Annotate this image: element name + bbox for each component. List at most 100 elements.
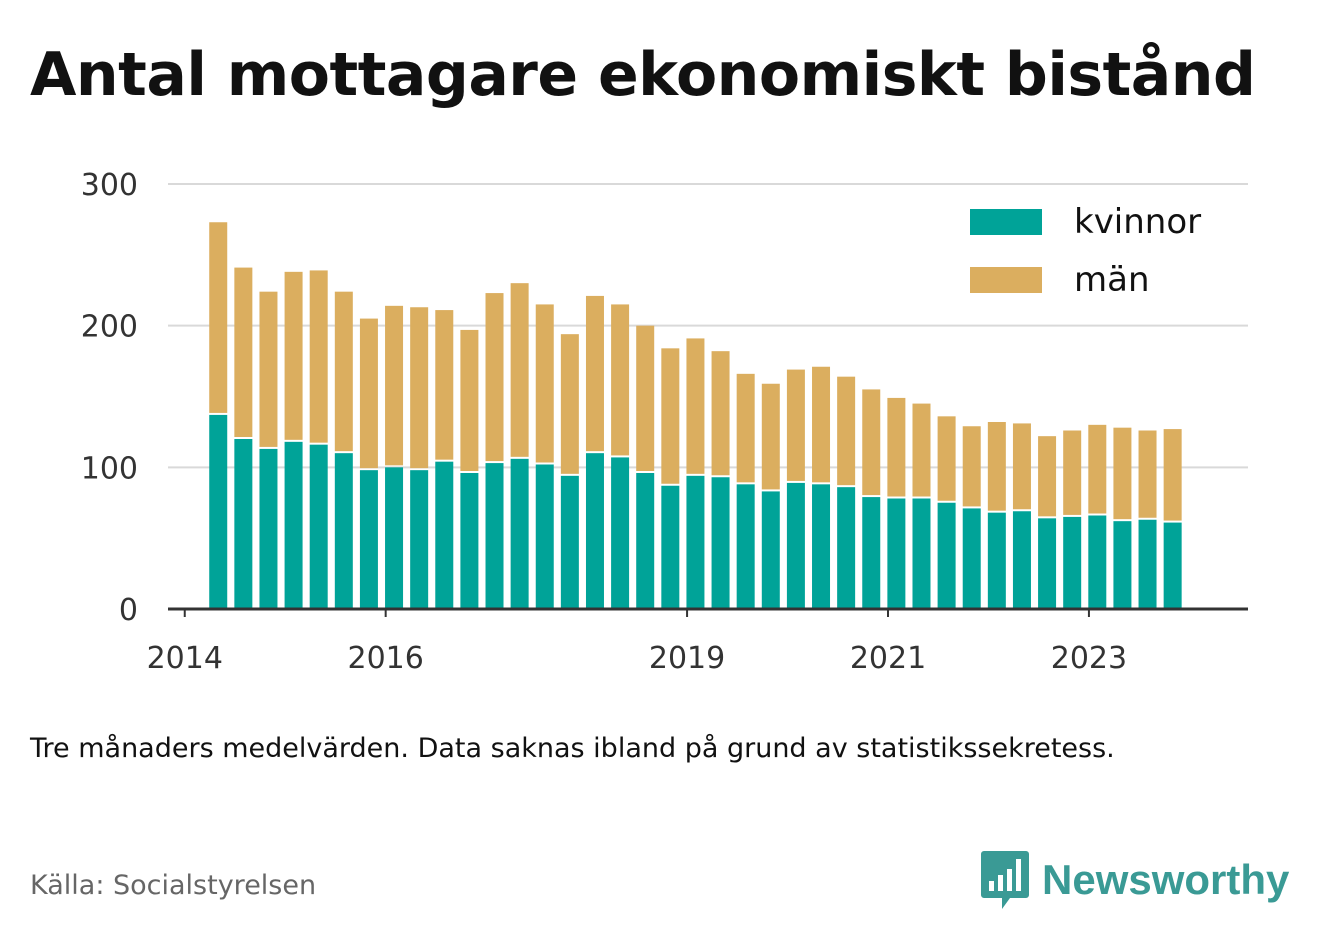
newsworthy-logo-icon — [981, 851, 1029, 909]
bar-kvinnor — [410, 470, 429, 609]
axes: 0 100 200 300 2014 2016 2019 2021 2023 — [81, 168, 1248, 676]
bar-man — [862, 389, 881, 496]
bar-man — [1012, 423, 1031, 510]
legend-swatch-man — [970, 267, 1042, 293]
bar-man — [812, 366, 831, 483]
bar-kvinnor — [485, 463, 504, 609]
bar-kvinnor — [987, 512, 1006, 609]
bar-kvinnor — [1012, 511, 1031, 609]
x-tick-label: 2016 — [347, 641, 423, 676]
x-tick-label: 2014 — [147, 641, 223, 676]
bar-kvinnor — [736, 484, 755, 609]
bar-kvinnor — [1088, 515, 1107, 609]
y-tick-label: 200 — [81, 310, 138, 345]
bar-man — [435, 310, 454, 460]
bar-chart: 0 100 200 300 2014 2016 2019 2021 2023 kvinnor mä… — [81, 168, 1248, 676]
bar-man — [209, 222, 228, 413]
bar-kvinnor — [837, 487, 856, 609]
bar-kvinnor — [962, 508, 981, 609]
bar-man — [786, 369, 805, 481]
bar-man — [284, 271, 303, 440]
legend-swatch-kvinnor — [970, 209, 1042, 235]
bar-man — [1088, 424, 1107, 514]
bar-kvinnor — [636, 473, 655, 609]
bar-man — [585, 295, 604, 452]
bar-kvinnor — [711, 477, 730, 609]
bar-man — [962, 426, 981, 507]
bar-man — [334, 291, 353, 452]
bar-man — [410, 307, 429, 469]
bar-kvinnor — [259, 448, 278, 609]
bar-kvinnor — [209, 414, 228, 609]
bar-kvinnor — [786, 482, 805, 609]
bar-man — [234, 267, 253, 437]
y-tick-label: 100 — [81, 451, 138, 486]
legend: kvinnor män — [970, 202, 1201, 300]
bar-man — [636, 325, 655, 471]
bar-kvinnor — [937, 502, 956, 609]
source-label: Källa: Socialstyrelsen — [30, 870, 317, 901]
bar-man — [485, 293, 504, 462]
bar-kvinnor — [1038, 518, 1057, 609]
bar-kvinnor — [234, 439, 253, 609]
x-tick-label: 2019 — [649, 641, 725, 676]
bar-kvinnor — [385, 467, 404, 609]
bar-man — [510, 283, 529, 457]
bar-man — [761, 383, 780, 490]
chart-note: Tre månaders medelvärden. Data saknas ib… — [30, 733, 1115, 764]
bar-man — [711, 351, 730, 476]
bar-man — [887, 397, 906, 497]
bar-kvinnor — [862, 497, 881, 609]
bar-kvinnor — [1138, 519, 1157, 609]
bar-man — [535, 304, 554, 463]
bar-man — [1113, 427, 1132, 520]
bar-man — [1038, 436, 1057, 517]
bar-kvinnor — [1163, 522, 1182, 609]
legend-label: män — [1074, 260, 1150, 300]
brand-name: Newsworthy — [1042, 856, 1290, 903]
bar-kvinnor — [912, 498, 931, 609]
bar-kvinnor — [812, 484, 831, 609]
bar-man — [259, 291, 278, 447]
brand-logo: Newsworthy — [980, 848, 1289, 912]
bar-man — [987, 422, 1006, 511]
bar-kvinnor — [1063, 516, 1082, 609]
bars — [209, 222, 1182, 609]
bar-kvinnor — [1113, 521, 1132, 609]
bar-kvinnor — [560, 475, 579, 609]
bar-kvinnor — [510, 458, 529, 609]
bar-man — [937, 416, 956, 501]
bar-kvinnor — [585, 453, 604, 609]
bar-kvinnor — [887, 498, 906, 609]
bar-kvinnor — [535, 464, 554, 609]
bar-kvinnor — [435, 461, 454, 609]
legend-label: kvinnor — [1074, 202, 1201, 242]
bar-kvinnor — [611, 457, 630, 609]
bar-kvinnor — [309, 444, 328, 609]
bar-man — [460, 329, 479, 471]
bar-man — [1163, 429, 1182, 521]
bar-man — [359, 318, 378, 469]
bar-kvinnor — [284, 441, 303, 609]
bar-man — [309, 270, 328, 443]
x-tick-label: 2021 — [850, 641, 926, 676]
bar-kvinnor — [460, 473, 479, 609]
y-tick-label: 300 — [81, 168, 138, 203]
bar-kvinnor — [334, 453, 353, 609]
bar-man — [912, 403, 931, 497]
x-tick-label: 2023 — [1051, 641, 1127, 676]
bar-man — [1063, 430, 1082, 515]
bar-man — [686, 338, 705, 474]
bar-man — [661, 348, 680, 484]
bar-kvinnor — [359, 470, 378, 609]
bar-kvinnor — [761, 491, 780, 609]
y-tick-label: 0 — [119, 593, 138, 628]
bar-man — [560, 334, 579, 474]
bar-kvinnor — [686, 475, 705, 609]
bar-kvinnor — [661, 485, 680, 609]
bar-man — [837, 376, 856, 486]
bar-man — [736, 373, 755, 483]
chart-title: Antal mottagare ekonomiskt bistånd — [30, 40, 1256, 110]
bar-man — [1138, 430, 1157, 518]
bar-man — [385, 305, 404, 466]
